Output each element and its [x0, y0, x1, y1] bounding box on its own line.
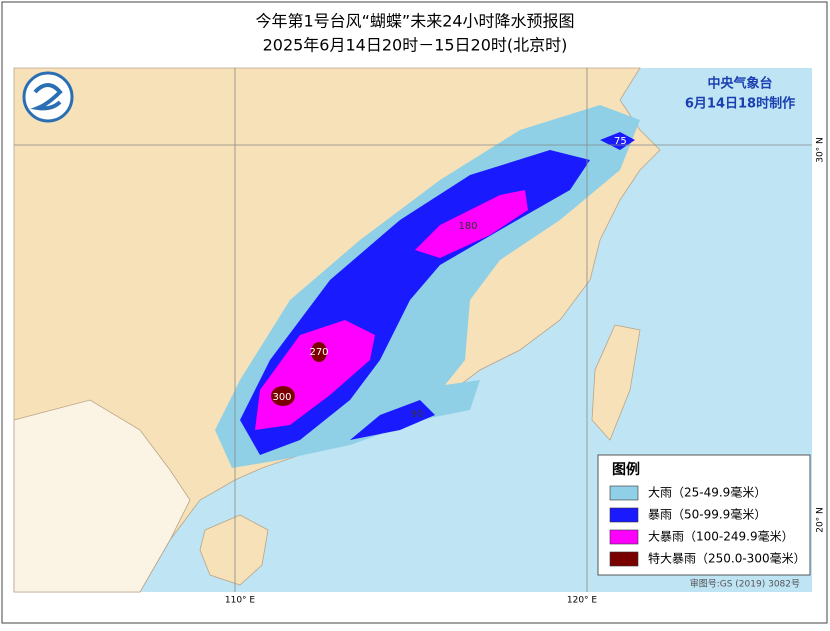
legend-label: 大暴雨（100-249.9毫米） — [648, 529, 794, 544]
lon-label: 120° E — [567, 596, 598, 606]
lat-label: 20° N — [816, 507, 826, 533]
legend-label: 暴雨（50-99.9毫米） — [648, 507, 766, 522]
rain-label: 90 — [411, 409, 424, 420]
logo — [22, 71, 74, 123]
rainstorm-area — [600, 132, 635, 150]
legend: 图例 大雨（25-49.9毫米） 暴雨（50-99.9毫米） 大暴雨（100-249… — [597, 454, 811, 576]
legend-label: 特大暴雨（250.0-300毫米） — [648, 551, 806, 566]
legend-swatch — [609, 507, 639, 523]
legend-title: 图例 — [612, 461, 640, 478]
title: 今年第1号台风“蝴蝶”未来24小时降水预报图 — [255, 12, 574, 31]
rain-label: 75 — [614, 136, 627, 147]
hainan — [199, 514, 269, 586]
rainstorm-area — [350, 400, 435, 440]
taiwan — [591, 324, 641, 441]
logo-mark — [30, 83, 63, 111]
extreme-area — [311, 342, 327, 362]
agency-name: 中央气象台 — [707, 76, 772, 92]
downpour-area — [415, 190, 528, 258]
neighbor-land — [13, 399, 191, 593]
subtitle: 2025年6月14日20时－15日20时(北京时) — [263, 36, 568, 55]
rain-label: 180 — [458, 221, 477, 232]
lat-label: 30° N — [816, 137, 826, 163]
extreme-area — [271, 386, 295, 406]
rain-label: 300 — [272, 392, 291, 403]
rain-label: 270 — [309, 347, 328, 358]
legend-swatch — [609, 551, 639, 567]
legend-swatch — [609, 485, 639, 501]
map: 75 180 270 300 90 30° N 20° N 110° E 120… — [13, 67, 826, 606]
lon-label: 110° E — [225, 596, 256, 606]
legend-swatch — [609, 529, 639, 545]
agency-time: 6月14日18时制作 — [685, 96, 795, 112]
review-number: 审图号:GS (2019) 3082号 — [690, 578, 800, 590]
legend-label: 大雨（25-49.9毫米） — [648, 485, 766, 500]
